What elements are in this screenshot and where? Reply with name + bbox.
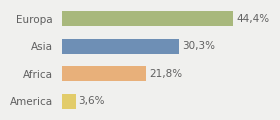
- Bar: [62, 94, 76, 109]
- Bar: [62, 66, 146, 81]
- Text: 21,8%: 21,8%: [149, 69, 182, 79]
- Text: 3,6%: 3,6%: [79, 96, 105, 106]
- Bar: [62, 39, 179, 54]
- Text: 44,4%: 44,4%: [237, 14, 270, 24]
- Bar: [62, 11, 234, 26]
- Text: 30,3%: 30,3%: [182, 41, 215, 51]
